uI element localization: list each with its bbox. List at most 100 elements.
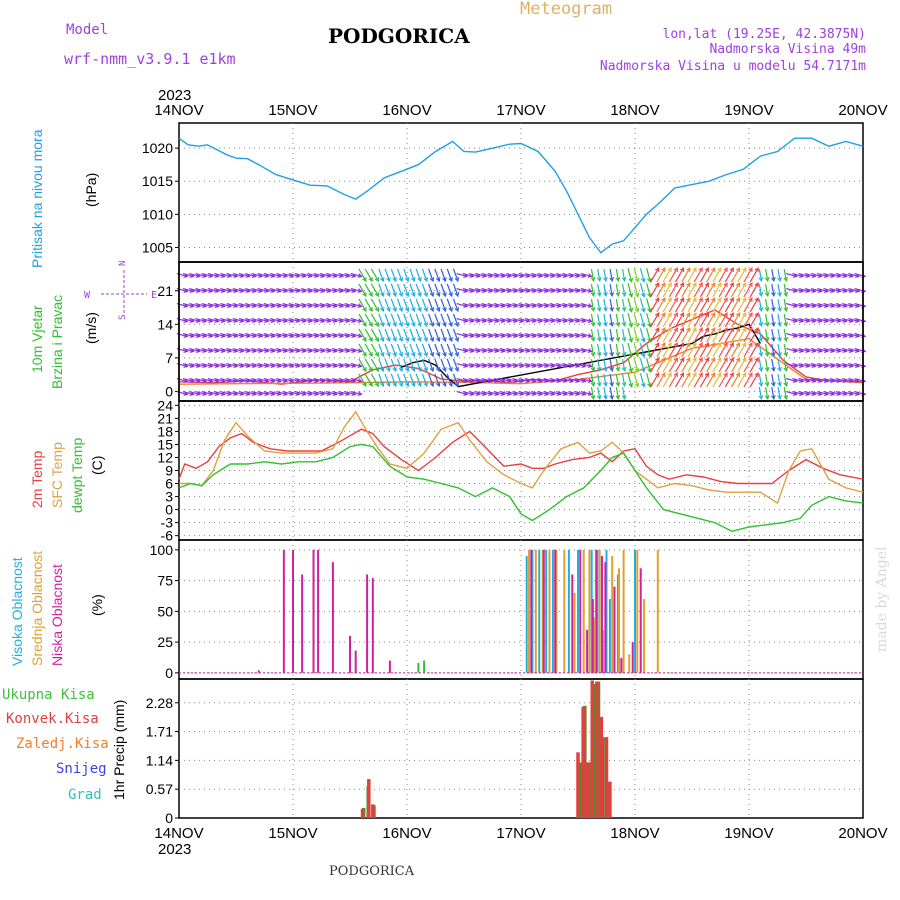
wind-arrow [693, 372, 703, 388]
wind-arrow [758, 298, 763, 312]
wind-arrow [621, 268, 626, 282]
wind-arrow [428, 343, 434, 357]
wind-arrow [823, 287, 835, 293]
y-tick-label: 18 [157, 423, 173, 439]
wind-arrow [481, 332, 493, 338]
wind-arrow-head [654, 342, 660, 348]
wind-arrow-head [442, 337, 447, 343]
wind-arrow-head [374, 322, 379, 328]
wind-arrow [462, 347, 474, 353]
wind-arrow-head [628, 292, 634, 298]
bar [312, 549, 315, 673]
wind-arrow [777, 283, 781, 297]
wind-arrow [823, 317, 835, 323]
wind-arrow [257, 390, 269, 396]
wind-arrow-head [615, 394, 621, 401]
wind-unit: (m/s) [83, 312, 99, 344]
wind-arrow-head [764, 291, 770, 298]
wind-arrow [823, 377, 835, 383]
wind-arrow-head [686, 297, 691, 303]
wind-arrow-head [723, 342, 728, 348]
wind-arrow [350, 377, 362, 383]
wind-arrow [245, 362, 256, 368]
wind-arrow [758, 343, 763, 357]
wind-arrow-head [374, 382, 379, 388]
wind-arrow [390, 373, 397, 387]
bar [622, 549, 625, 673]
wind-arrow [512, 332, 524, 338]
wind-arrow-head [609, 321, 615, 328]
wind-arrow-head [735, 282, 741, 288]
wind-arrow-head [362, 367, 367, 373]
wind-arrow-head [679, 357, 685, 363]
wind-arrow [810, 362, 822, 368]
wind-arrow [621, 328, 626, 342]
wind-arrow [195, 390, 207, 396]
wind-arrow [568, 377, 580, 383]
wind-arrow [712, 282, 722, 298]
wind-arrow [512, 377, 524, 383]
wind-arrow-head [679, 282, 685, 288]
wind-arrow [307, 390, 319, 396]
wind-arrow [621, 283, 626, 297]
top-tick-label: 19NOV [724, 102, 773, 119]
wind-arrow [481, 362, 493, 368]
wind-arrow-head [454, 292, 460, 298]
wind-arrow [263, 377, 275, 383]
wind-arrow [568, 302, 580, 308]
wind-arrow-head [710, 267, 716, 273]
wind-arrow [749, 267, 759, 283]
wind-arrow [615, 298, 620, 312]
wind-arrow-head [667, 267, 672, 273]
wind-arrow [580, 390, 592, 396]
bottom-tick-label: 19NOV [724, 825, 773, 842]
wind-arrow [687, 312, 697, 328]
wind-arrow [777, 343, 781, 357]
wind-arrow [681, 342, 691, 358]
wind-arrow-head [777, 336, 782, 343]
wind-arrow [681, 297, 691, 313]
wind-arrow [288, 272, 300, 278]
wind-arrow-head [374, 277, 379, 283]
wind-arrow [213, 302, 225, 308]
wind-arrow [456, 317, 468, 323]
wind-arrow [499, 377, 511, 383]
wind-arrow [603, 298, 607, 312]
wind-arrow-head [640, 337, 646, 343]
wind-arrow [810, 390, 822, 396]
wind-arrow-head [758, 351, 764, 358]
wind-arrow [668, 297, 678, 313]
wind-arrow [263, 332, 275, 338]
wind-arrow [706, 372, 716, 388]
wind-arrow-head [710, 357, 716, 363]
wind-arrow [712, 297, 722, 313]
wind-arrow [456, 362, 468, 368]
wind-arrow [487, 362, 499, 368]
wind-arrow-head [654, 357, 660, 363]
wind-arrow-head [735, 312, 741, 318]
wind-arrow [481, 390, 493, 396]
wind-arrow [251, 347, 263, 353]
wind-arrow-head [590, 381, 596, 388]
wind-arrow [409, 358, 415, 372]
wind-arrow [731, 297, 741, 313]
legend-snijeg: Snijeg [56, 761, 107, 777]
wind-arrow [555, 317, 567, 323]
wind-arrow [462, 317, 474, 323]
wind-arrow [390, 283, 397, 297]
wind-arrow [344, 362, 356, 368]
wind-arrow [220, 390, 232, 396]
wind-arrow-head [748, 357, 753, 363]
wind-arrow-head [667, 357, 672, 363]
wind-arrow [699, 342, 709, 358]
wind-arrow [364, 313, 373, 327]
wind-arrow [325, 317, 337, 323]
bottom-tick-label: 20NOV [838, 825, 887, 842]
wind-arrow-head [404, 337, 410, 343]
wind-arrow-head [634, 322, 640, 328]
wind-arrow [319, 332, 331, 338]
wind-arrow [786, 272, 797, 278]
wind-arrow-head [590, 336, 596, 343]
wind-arrow [506, 390, 518, 396]
wind-arrow-head [442, 322, 447, 328]
